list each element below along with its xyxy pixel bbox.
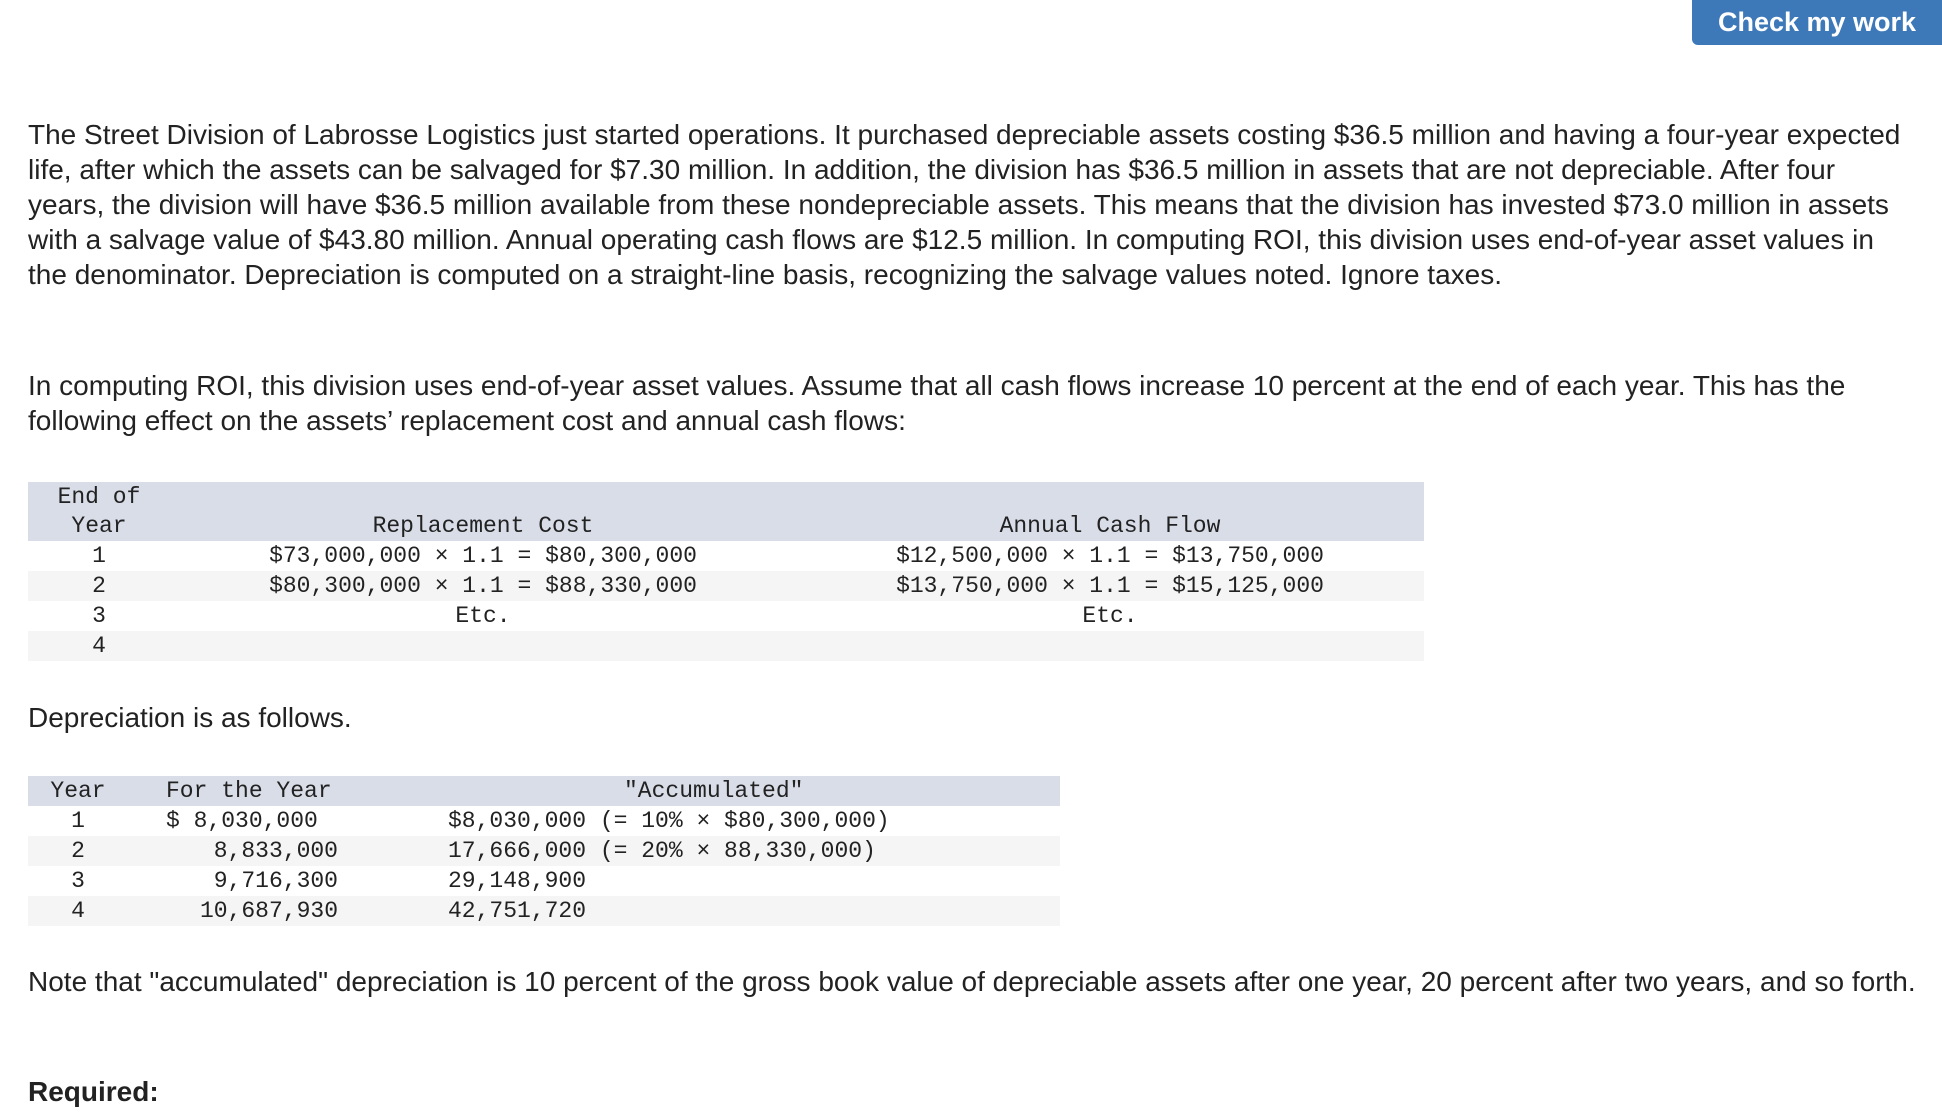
year-cell: 1	[71, 808, 85, 834]
for-year-cell: $ 8,030,000	[166, 808, 318, 834]
cash-flow-cell: Etc.	[1082, 603, 1138, 629]
replacement-cell: $80,300,000 × 1.1 = $88,330,000	[269, 573, 697, 599]
table-row: 1 $73,000,000 × 1.1 = $80,300,000 $12,50…	[28, 541, 1424, 571]
table-row: 4 10,687,930 42,751,720	[28, 896, 1060, 926]
replacement-cell: $73,000,000 × 1.1 = $80,300,000	[269, 543, 697, 569]
accumulated-cell: 17,666,000 (= 20% × 88,330,000)	[448, 838, 876, 864]
for-year-cell: 9,716,300	[213, 868, 338, 894]
required-heading: Required:	[28, 1076, 159, 1107]
replacement-cost-table: End of Year Replacement Cost Annual Cash…	[28, 482, 1424, 661]
for-year-cell: 8,833,000	[213, 838, 338, 864]
accumulated-cell: 42,751,720	[448, 898, 587, 924]
header-for-the-year: For the Year	[166, 778, 332, 804]
table-row: 2 $80,300,000 × 1.1 = $88,330,000 $13,75…	[28, 571, 1424, 601]
for-year-cell: 10,687,930	[199, 898, 338, 924]
accumulated-cell: 29,148,900	[448, 868, 587, 894]
check-my-work-button[interactable]: Check my work	[1692, 0, 1942, 45]
year-cell: 4	[92, 633, 106, 659]
table-row: 2 8,833,000 17,666,000 (= 20% × 88,330,0…	[28, 836, 1060, 866]
year-cell: 2	[92, 573, 106, 599]
table-row: 4	[28, 631, 1424, 661]
table-row: 1 $ 8,030,000 $8,030,000 (= 10% × $80,30…	[28, 806, 1060, 836]
year-cell: 1	[92, 543, 106, 569]
cash-flow-cell: $13,750,000 × 1.1 = $15,125,000	[896, 573, 1324, 599]
depreciation-table: Year For the Year "Accumulated" 1 $ 8,03…	[28, 776, 1060, 926]
header-year: Year	[71, 513, 127, 539]
table-row: 3 9,716,300 29,148,900	[28, 866, 1060, 896]
replacement-cell: Etc.	[455, 603, 511, 629]
header-annual-cash-flow: Annual Cash Flow	[999, 513, 1221, 539]
table-header: End of Year Replacement Cost Annual Cash…	[28, 482, 1424, 541]
year-cell: 3	[71, 868, 85, 894]
table-header: Year For the Year "Accumulated"	[28, 776, 1060, 806]
header-accumulated: "Accumulated"	[624, 778, 804, 804]
year-cell: 2	[71, 838, 85, 864]
table-row: 3 Etc. Etc.	[28, 601, 1424, 631]
depreciation-intro: Depreciation is as follows.	[28, 702, 352, 733]
inflation-paragraph: In computing ROI, this division uses end…	[28, 370, 1846, 436]
year-cell: 3	[92, 603, 106, 629]
note-paragraph: Note that "accumulated" depreciation is …	[28, 966, 1916, 997]
accumulated-cell: $8,030,000 (= 10% × $80,300,000)	[448, 808, 890, 834]
header-replacement-cost: Replacement Cost	[372, 513, 594, 539]
header-year: Year	[50, 778, 106, 804]
year-cell: 4	[71, 898, 85, 924]
cash-flow-cell: $12,500,000 × 1.1 = $13,750,000	[896, 543, 1324, 569]
header-end-of: End of	[57, 484, 141, 510]
intro-paragraph: The Street Division of Labrosse Logistic…	[28, 119, 1901, 290]
